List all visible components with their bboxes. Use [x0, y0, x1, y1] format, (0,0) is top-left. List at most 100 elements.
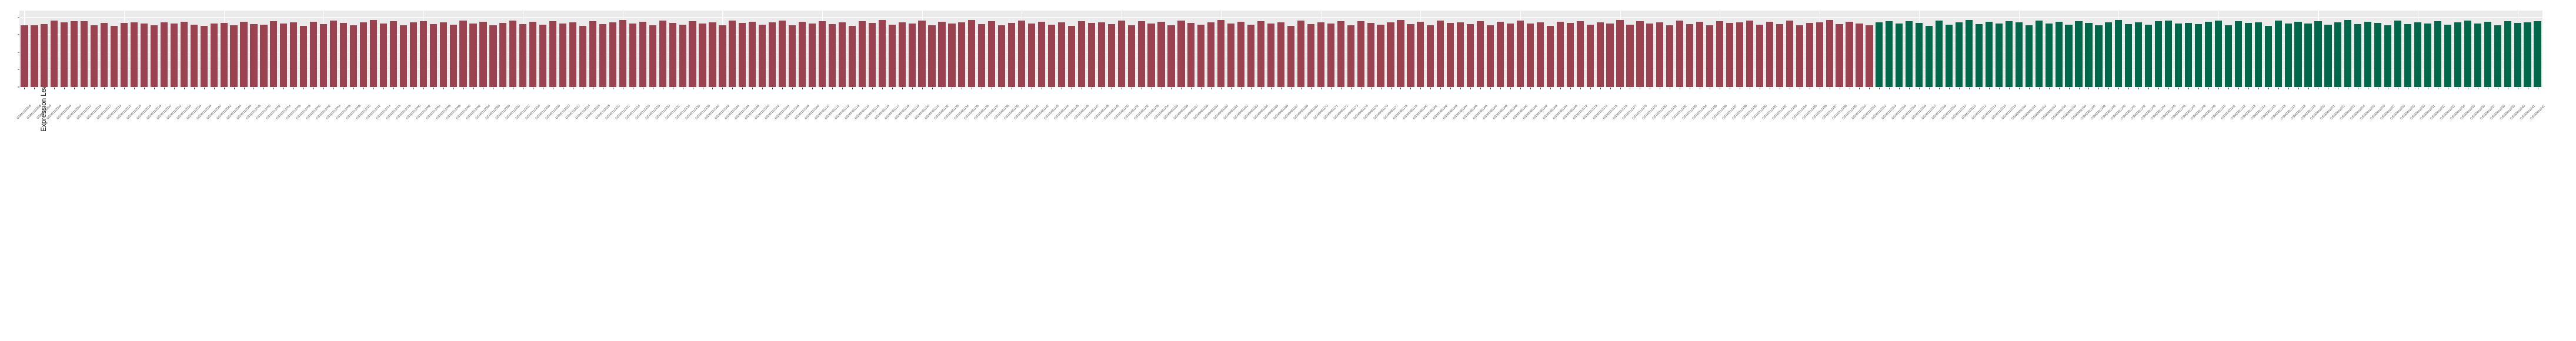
bar [1526, 24, 1534, 87]
bar [2254, 22, 2262, 87]
bar [1586, 25, 1594, 87]
bar [21, 25, 28, 87]
bar [1297, 21, 1304, 87]
bar [1955, 22, 1963, 87]
bar [1696, 22, 1704, 87]
bar [1307, 24, 1314, 87]
bar [1157, 22, 1165, 87]
x-tick-mark [1450, 88, 1451, 89]
bar [1387, 22, 1394, 87]
y-tick-mark [18, 86, 19, 88]
x-tick-mark [812, 88, 813, 89]
x-tick-mark [792, 88, 793, 89]
x-tick-mark [104, 88, 105, 89]
x-tick-mark [2178, 88, 2180, 89]
bar [31, 25, 38, 87]
x-tick-mark [1201, 88, 1202, 89]
x-tick-mark [1400, 88, 1402, 89]
bar [1227, 24, 1235, 87]
bar [958, 22, 966, 87]
bar [1995, 24, 2003, 87]
x-tick-mark [253, 88, 255, 89]
x-tick-mark [154, 88, 155, 89]
x-tick-mark [2158, 88, 2160, 89]
bar [1147, 23, 1155, 87]
bar [489, 25, 497, 87]
bar [2055, 21, 2063, 87]
bar [2434, 21, 2442, 87]
bar [2145, 25, 2153, 87]
bar [2304, 23, 2312, 87]
bar [91, 25, 98, 87]
x-tick-mark [1231, 88, 1232, 89]
bar [1087, 23, 1095, 87]
x-tick-mark [1610, 88, 1611, 89]
x-tick-mark [1520, 88, 1521, 89]
bar [1596, 22, 1604, 87]
bar [579, 25, 587, 87]
bar [1846, 21, 1853, 87]
bar [51, 21, 58, 87]
x-tick-mark [2248, 88, 2249, 89]
x-tick-mark [124, 88, 125, 89]
bar [1327, 24, 1334, 87]
bar-series [19, 11, 2542, 87]
bar [1447, 23, 1454, 87]
x-tick-mark [1889, 88, 1890, 89]
x-tick-mark [1460, 88, 1461, 89]
x-tick-mark [1909, 88, 1910, 89]
bar [1556, 21, 1564, 87]
x-tick-mark [902, 88, 903, 89]
x-tick-mark [2298, 88, 2299, 89]
x-tick-mark [343, 88, 345, 89]
x-tick-mark [1360, 88, 1362, 89]
x-tick-mark [1241, 88, 1242, 89]
bar [140, 24, 148, 87]
x-tick-mark [173, 88, 175, 89]
bar [679, 24, 686, 87]
x-tick-mark [223, 88, 225, 89]
x-tick-mark [213, 88, 215, 89]
bar [260, 24, 268, 87]
bar [280, 23, 288, 87]
bar [1736, 22, 1744, 87]
bar [1167, 25, 1175, 87]
x-tick-mark [443, 88, 444, 89]
bar [2384, 25, 2392, 87]
bar [2184, 22, 2193, 87]
bar [1706, 25, 1714, 87]
bar [1367, 22, 1374, 87]
bar [120, 23, 128, 87]
bar [369, 20, 378, 87]
bar [1177, 21, 1185, 87]
bar [1676, 21, 1684, 87]
x-tick-mark [1191, 88, 1192, 89]
bar [2444, 24, 2451, 87]
bar [2364, 21, 2372, 87]
bar [719, 25, 726, 87]
bar [359, 22, 368, 87]
x-tick-mark [1978, 88, 1980, 89]
bar [290, 22, 298, 87]
x-tick-mark [872, 88, 873, 89]
bar [2224, 25, 2232, 87]
x-tick-mark [2128, 88, 2130, 89]
bar [549, 21, 557, 87]
bar [559, 23, 567, 87]
bar [1008, 22, 1016, 87]
bar [938, 21, 946, 87]
bar [250, 24, 258, 87]
bar [888, 25, 896, 87]
bar [1357, 21, 1364, 87]
bar [1027, 24, 1036, 87]
bar [968, 19, 976, 87]
x-tick-mark [2168, 88, 2170, 89]
x-tick-mark [1959, 88, 1960, 89]
bar [1626, 24, 1634, 87]
x-tick-mark [912, 88, 913, 89]
bar [2374, 22, 2382, 87]
bar [130, 22, 138, 87]
x-tick-mark [373, 88, 374, 89]
x-tick-mark [1221, 88, 1222, 89]
bar [170, 24, 178, 87]
